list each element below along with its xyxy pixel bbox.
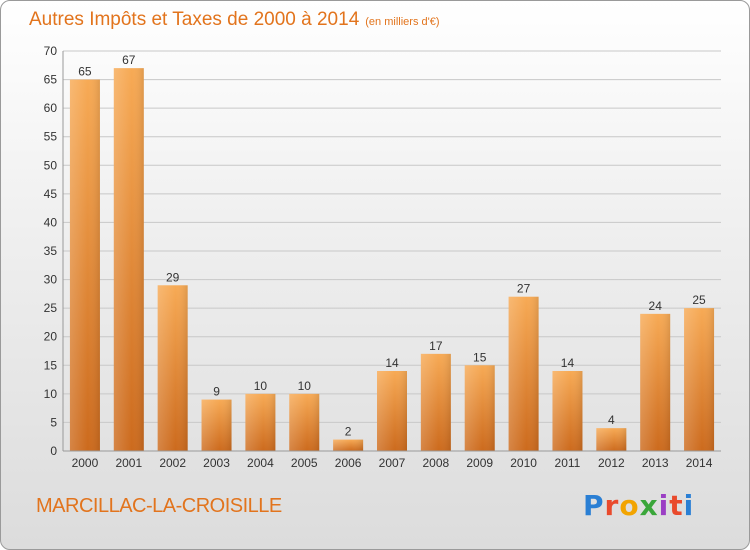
bar-shade-2012 <box>596 428 627 451</box>
bar-shade-2010 <box>508 296 539 451</box>
y-tick-label: 50 <box>44 158 58 172</box>
x-tick-label-2012: 2012 <box>598 456 625 470</box>
value-label-2003: 9 <box>213 385 220 399</box>
bar-shade-2013 <box>640 313 671 451</box>
y-tick-label: 70 <box>44 44 58 58</box>
value-label-2011: 14 <box>561 356 575 370</box>
commune-name: MARCILLAC-LA-CROISILLE <box>36 495 282 517</box>
bar-shade-2005 <box>289 393 320 451</box>
y-tick-label: 10 <box>44 387 58 401</box>
value-label-2010: 27 <box>517 282 531 296</box>
value-label-2006: 2 <box>345 425 352 439</box>
brand-letter: r <box>604 489 620 522</box>
bar-shade-2002 <box>157 285 188 451</box>
y-tick-label: 25 <box>44 301 58 315</box>
bars <box>69 68 715 452</box>
bar-shade-2008 <box>420 353 451 451</box>
y-axis-ticks: 0 5 10 15 20 25 30 35 40 45 50 55 60 65 70 <box>44 44 58 458</box>
grid-lines <box>63 50 721 452</box>
bar-shade-2007 <box>377 371 407 451</box>
value-label-2004: 10 <box>254 379 268 393</box>
x-tick-label-2001: 2001 <box>115 456 142 470</box>
value-label-2009: 15 <box>473 350 487 364</box>
x-tick-label-2004: 2004 <box>247 456 274 470</box>
y-tick-label: 60 <box>44 101 58 115</box>
brand-logo: Proxiti <box>583 489 694 522</box>
x-tick-label-2013: 2013 <box>642 456 669 470</box>
value-label-2014: 25 <box>692 293 706 307</box>
value-labels: 65 67 29 9 10 10 2 14 17 15 27 14 4 24 25 <box>78 53 706 438</box>
bar-shade-2001 <box>113 68 144 452</box>
value-label-2008: 17 <box>429 339 443 353</box>
title-unit: (en milliers d'€) <box>365 16 440 28</box>
y-tick-label: 15 <box>44 358 58 372</box>
y-tick-label: 40 <box>44 215 58 229</box>
y-tick-label: 0 <box>50 444 57 458</box>
x-tick-label-2007: 2007 <box>379 456 406 470</box>
x-tick-label-2014: 2014 <box>686 456 713 470</box>
x-tick-label-2002: 2002 <box>159 456 186 470</box>
brand-letter: i <box>683 489 695 522</box>
chart-title: Autres Impôts et Taxes de 2000 à 2014 (en… <box>29 9 440 31</box>
bar-shade-2003 <box>201 399 232 451</box>
bar-shade-2014 <box>684 308 715 451</box>
x-axis-ticks: 2000 2001 2002 2003 2004 2005 2006 2007 2008 2009… <box>72 456 713 470</box>
y-tick-label: 45 <box>44 187 58 201</box>
brand-letter: x <box>639 489 659 522</box>
bar-shade-2000 <box>69 79 100 452</box>
x-tick-label-2006: 2006 <box>335 456 362 470</box>
title-text: Autres Impôts et Taxes de 2000 à 2014 <box>29 9 360 30</box>
value-label-2001: 67 <box>122 53 136 67</box>
y-tick-label: 30 <box>44 273 58 287</box>
value-label-2013: 24 <box>649 299 663 313</box>
y-tick-label: 65 <box>44 73 58 87</box>
y-tick-label: 5 <box>50 415 57 429</box>
bar-shade-2011 <box>552 371 583 451</box>
brand-letter: t <box>669 489 684 522</box>
brand-letter: i <box>658 489 670 522</box>
brand-letter: o <box>619 489 640 522</box>
y-tick-label: 35 <box>44 244 58 258</box>
value-label-2000: 65 <box>78 65 92 79</box>
value-label-2002: 29 <box>166 270 180 284</box>
bar-shade-2006 <box>333 439 364 451</box>
x-tick-label-2010: 2010 <box>510 456 537 470</box>
value-label-2012: 4 <box>608 413 615 427</box>
bar-shade-2009 <box>464 365 495 451</box>
x-tick-label-2009: 2009 <box>466 456 493 470</box>
bar-shade-2004 <box>245 393 276 451</box>
x-tick-label-2000: 2000 <box>72 456 99 470</box>
x-tick-label-2008: 2008 <box>423 456 450 470</box>
x-tick-label-2011: 2011 <box>555 456 581 470</box>
value-label-2007: 14 <box>385 356 399 370</box>
value-label-2005: 10 <box>298 379 312 393</box>
y-tick-label: 20 <box>44 330 58 344</box>
x-tick-label-2005: 2005 <box>291 456 318 470</box>
x-tick-label-2003: 2003 <box>203 456 230 470</box>
y-tick-label: 55 <box>44 130 58 144</box>
brand-letter: P <box>583 489 605 522</box>
